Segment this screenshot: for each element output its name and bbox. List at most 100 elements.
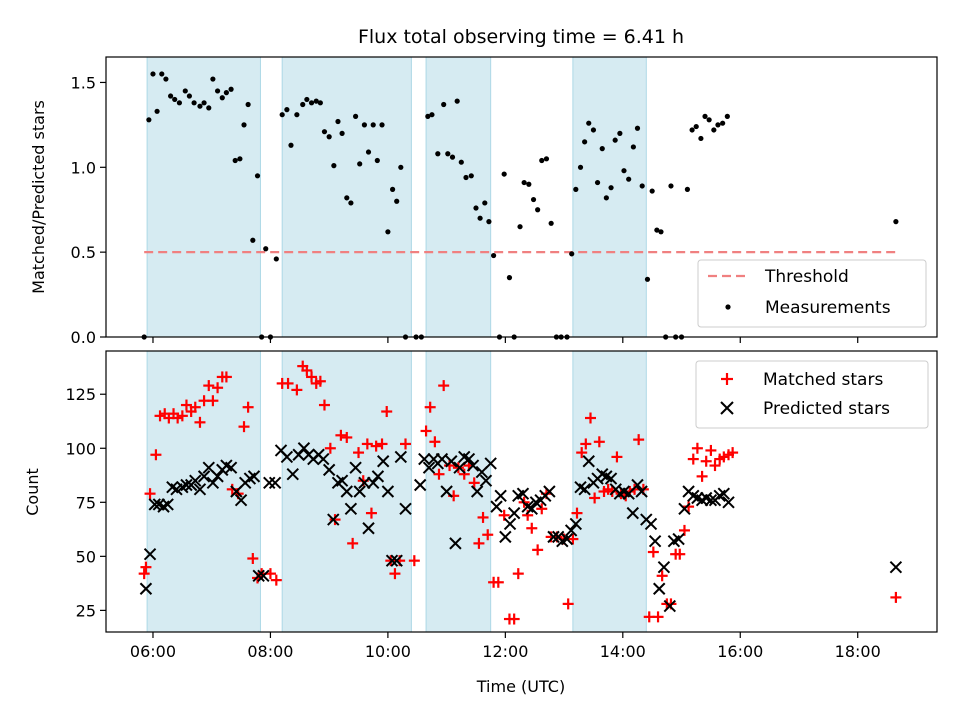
matched-star-point-88 — [580, 438, 592, 450]
matched-star-point-24 — [247, 553, 259, 565]
measurement-point-25 — [254, 173, 261, 179]
predicted-star-point-91 — [569, 517, 583, 531]
top-legend-box — [697, 259, 927, 328]
predicted-star-point-49 — [371, 470, 385, 483]
predicted-star-point-41 — [335, 474, 349, 487]
predicted-star-point-21 — [234, 493, 248, 507]
measurement-point-39 — [321, 129, 328, 135]
bottom-y-ticks: 25 50 75 100 125 — [65, 385, 106, 620]
measurement-point-54 — [389, 186, 396, 192]
bottom-xtick-label-3: 12:00 — [482, 642, 528, 661]
matched-star-point-3 — [150, 449, 162, 461]
measurement-point-85 — [543, 156, 550, 162]
matched-star-point-70 — [492, 576, 504, 588]
bottom-xtick-label-4: 14:00 — [600, 642, 646, 661]
matched-star-point-20 — [226, 483, 238, 495]
predicted-star-point-39 — [327, 513, 340, 526]
predicted-star-point-74 — [494, 489, 507, 503]
matched-star-point-17 — [212, 382, 224, 394]
measurement-point-69 — [468, 173, 474, 179]
measurement-point-100 — [612, 137, 618, 143]
measurement-point-60 — [425, 113, 431, 119]
measurement-point-121 — [711, 127, 717, 133]
measurement-point-104 — [630, 144, 636, 150]
bottom-panel: 25 50 75 100 125 06:00 08:00 10:00 12:00 14:00 16… — [23, 350, 938, 696]
matched-star-point-109 — [674, 548, 686, 560]
matched-star-point-59 — [438, 380, 450, 392]
measurement-point-119 — [702, 113, 708, 119]
predicted-star-point-73 — [490, 500, 503, 513]
measurement-point-44 — [344, 195, 350, 201]
matched-star-point-55 — [420, 425, 432, 437]
matched-star-point-16 — [207, 395, 219, 407]
measurement-point-64 — [445, 151, 451, 157]
measurement-point-61 — [429, 112, 435, 118]
measurement-point-9 — [182, 88, 188, 94]
matched-star-point-73 — [508, 613, 520, 625]
matched-star-point-54 — [408, 555, 420, 567]
measurement-point-43 — [339, 130, 345, 136]
matched-star-point-30 — [282, 377, 294, 389]
predicted-star-point-43 — [344, 502, 358, 515]
predicted-star-point-90 — [564, 524, 578, 537]
measurement-point-95 — [590, 127, 597, 133]
matched-star-point-114 — [696, 470, 708, 482]
measurement-point-19 — [228, 86, 234, 92]
predicted-star-point-109 — [648, 535, 662, 548]
measurement-point-67 — [458, 159, 464, 165]
predicted-star-point-64 — [449, 537, 462, 550]
matched-star-point-2 — [144, 488, 156, 500]
measurement-point-32 — [288, 142, 294, 148]
measurement-point-16 — [214, 88, 221, 94]
predicted-star-point-61 — [435, 452, 449, 466]
bottom-ytick-label-4: 125 — [65, 385, 96, 404]
matched-star-point-122 — [890, 591, 902, 603]
matched-star-point-46 — [365, 507, 377, 519]
predicted-star-point-93 — [578, 483, 591, 496]
measurement-point-40 — [326, 134, 332, 140]
legend-predicted-label: Predicted stars — [763, 399, 890, 419]
matched-star-point-95 — [611, 451, 623, 463]
top-band-0 — [146, 56, 261, 338]
bottom-xtick-label-1: 08:00 — [247, 642, 293, 661]
matched-star-point-105 — [656, 570, 668, 582]
bottom-legend: Matched stars Predicted stars — [695, 360, 929, 429]
predicted-star-point-94 — [582, 455, 595, 468]
measurement-point-7 — [172, 96, 178, 103]
measurement-point-47 — [357, 161, 363, 167]
measurement-point-36 — [308, 100, 315, 106]
matched-star-point-104 — [652, 611, 664, 623]
matched-star-point-49 — [381, 406, 393, 418]
measurement-point-5 — [163, 76, 169, 82]
measurement-point-96 — [594, 179, 601, 186]
matched-star-point-37 — [318, 399, 330, 411]
predicted-star-point-63 — [445, 455, 458, 468]
top-ytick-label-2: 1.0 — [71, 158, 96, 177]
measurement-point-72 — [482, 200, 488, 206]
measurement-point-63 — [441, 101, 447, 108]
predicted-star-point-1 — [143, 547, 157, 561]
predicted-star-point-28 — [268, 476, 282, 490]
predicted-star-point-31 — [286, 468, 299, 481]
matched-star-point-15 — [203, 380, 215, 392]
measurement-point-91 — [573, 186, 579, 192]
measurement-point-116 — [689, 127, 695, 133]
matched-star-point-34 — [306, 371, 318, 383]
measurement-point-4 — [159, 71, 165, 77]
matched-star-point-43 — [353, 447, 365, 459]
matched-star-point-36 — [314, 375, 326, 387]
legend-measurements-swatch — [725, 304, 731, 310]
legend-matched-swatch — [721, 373, 733, 385]
matched-star-point-41 — [341, 431, 353, 443]
measurement-point-107 — [644, 276, 651, 282]
predicted-star-point-53 — [390, 554, 403, 567]
matched-star-point-40 — [335, 429, 347, 441]
measurement-point-73 — [486, 219, 492, 225]
predicted-star-point-56 — [413, 478, 427, 492]
matched-star-point-113 — [691, 442, 703, 454]
predicted-star-point-38 — [322, 463, 336, 477]
bottom-x-ticks: 06:00 08:00 10:00 12:00 14:00 16:00 18:00 — [130, 632, 881, 661]
measurement-point-83 — [535, 207, 541, 213]
matched-star-point-22 — [238, 421, 250, 433]
